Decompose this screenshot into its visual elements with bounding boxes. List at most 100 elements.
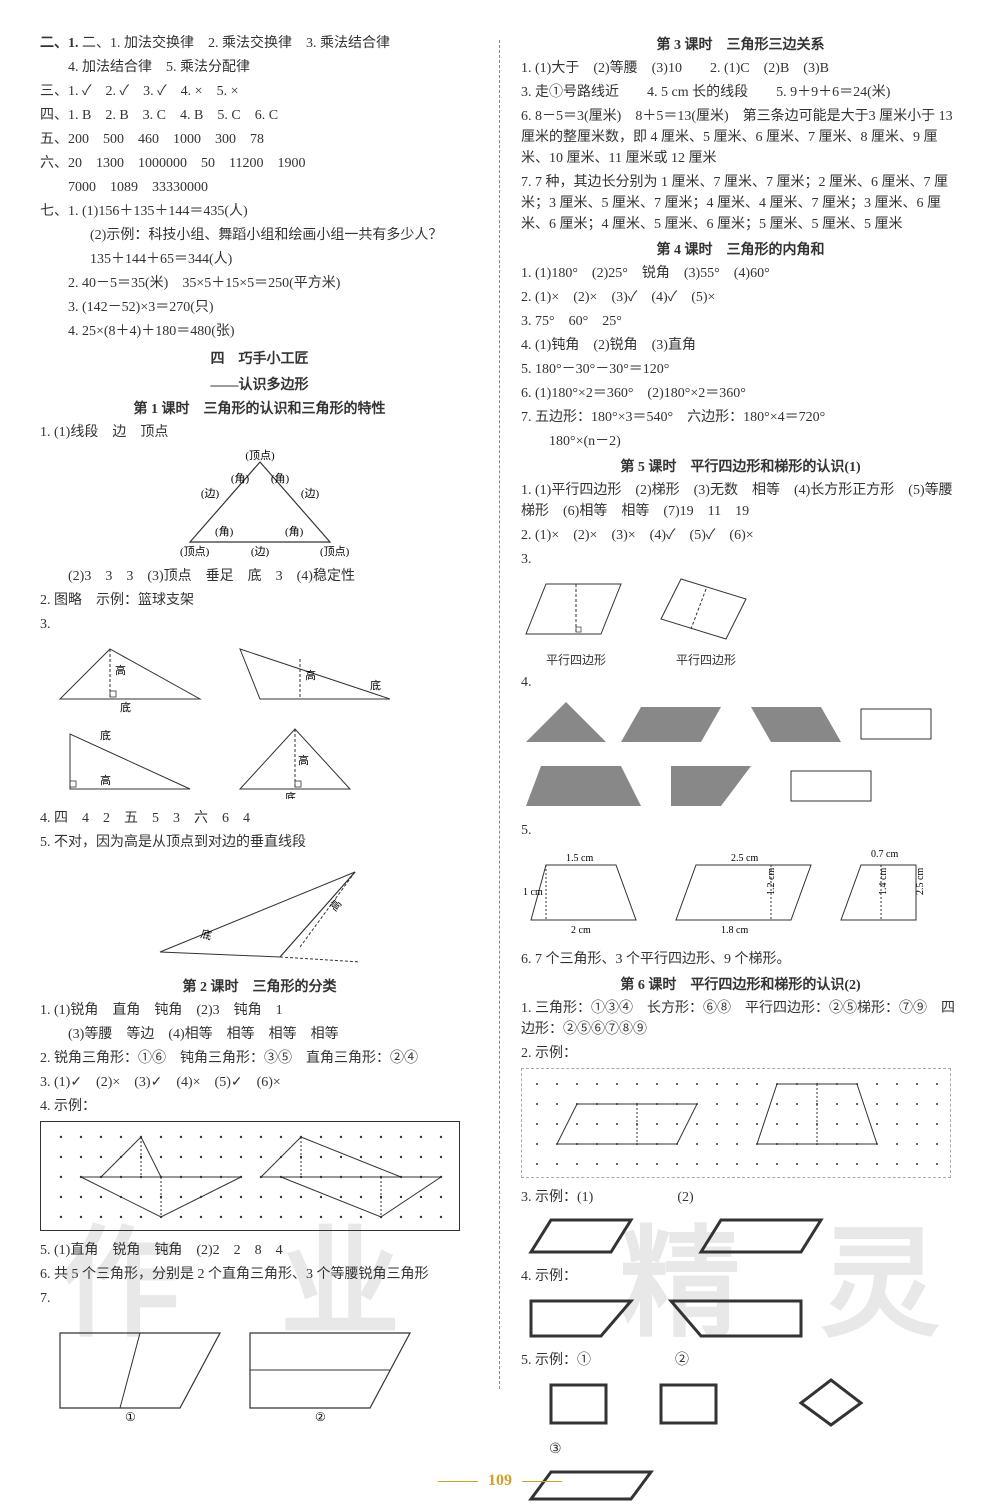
answer-line: (2)示例：科技小组、舞蹈小组和绘画小组一共有多少人？ (40, 225, 479, 246)
column-divider (499, 40, 501, 1389)
svg-text:(角): (角) (285, 525, 304, 538)
answer-line: 7. 7 种，其边长分别为 1 厘米、7 厘米、7 厘米；2 厘米、6 厘米、7… (521, 172, 960, 235)
svg-text:(顶点): (顶点) (320, 545, 350, 557)
answer-line: 5. (1)直角 锐角 钝角 (2)2 2 8 4 (40, 1240, 479, 1261)
lesson-title: 第 3 课时 三角形三边关系 (521, 34, 960, 54)
svg-text:2 cm: 2 cm (571, 925, 591, 936)
svg-text:高: 高 (100, 773, 111, 787)
answer-line: 7. 五边形：180°×3＝540° 六边形：180°×4＝720° (521, 407, 960, 428)
answer-line: 1. (1)大于 (2)等腰 (3)10 2. (1)C (2)B (3)B (521, 58, 960, 79)
answer-line: 3. (40, 614, 479, 635)
svg-text:底: 底 (199, 926, 213, 942)
answer-line: 6. (1)180°×2＝360° (2)180°×2＝360° (521, 383, 960, 404)
svg-text:(顶点): (顶点) (180, 545, 210, 557)
triangle-heights-diagram: 高 底 高 底 高 底 高 底 (40, 639, 479, 804)
shape-label: 平行四边形 (651, 651, 761, 668)
svg-text:(角): (角) (230, 472, 249, 485)
quadrilateral-split-diagram: ① ② (40, 1313, 479, 1428)
answer-line: 180°×(n－2) (521, 431, 960, 452)
lesson-title: 第 2 课时 三角形的分类 (40, 976, 479, 996)
svg-text:高: 高 (326, 897, 344, 914)
dot-grid-shapes (521, 1068, 960, 1183)
answer-line: 4. (1)钝角 (2)锐角 (3)直角 (521, 335, 960, 356)
svg-text:1 cm: 1 cm (523, 887, 543, 898)
outline-shapes-row (521, 1464, 960, 1509)
svg-text:底: 底 (100, 728, 111, 742)
answer-line: 6. 8－5＝3(厘米) 8＋5＝13(厘米) 第三条边可能是大于3 厘米小于 … (521, 106, 960, 169)
answer-line: 3. 75° 60° 25° (521, 311, 960, 332)
answer-line: ③ (521, 1439, 960, 1460)
svg-text:1.2 cm: 1.2 cm (766, 868, 777, 895)
page-container: 二、1. 二、1. 加法交换律 2. 乘法交换律 3. 乘法结合律 4. 加法结… (40, 30, 960, 1450)
answer-line: 2. (1)× (2)× (3)× (4)✓ (5)✓ (6)× (521, 525, 960, 546)
svg-text:(边): (边) (250, 545, 269, 557)
right-column: 第 3 课时 三角形三边关系 1. (1)大于 (2)等腰 (3)10 2. (… (521, 30, 960, 1450)
svg-text:(顶点): (顶点) (245, 449, 275, 462)
answer-line: 4. 25×(8＋4)＋180＝480(张) (40, 321, 479, 342)
answer-line: 1. (1)180° (2)25° 锐角 (3)55° (4)60° (521, 263, 960, 284)
answer-line: 7000 1089 33330000 (40, 177, 479, 198)
svg-text:(边): (边) (300, 487, 319, 500)
svg-text:1.8 cm: 1.8 cm (721, 925, 748, 936)
outline-shapes-row (521, 1291, 960, 1346)
svg-text:高: 高 (305, 668, 316, 682)
answer-line: 4. 四 4 2 五 5 3 六 6 4 (40, 808, 479, 829)
svg-text:1.4 cm: 1.4 cm (878, 868, 889, 895)
svg-text:高: 高 (298, 753, 309, 767)
answer-line: 五、200 500 460 1000 300 78 (40, 129, 479, 150)
text: 二、1. 加法交换律 2. 乘法交换律 3. 乘法结合律 (82, 36, 390, 51)
answer-line: 四、1. B 2. B 3. C 4. B 5. C 6. C (40, 105, 479, 126)
triangle-diagram: (顶点) (边) (边) (角) (角) (角) (角) (顶点) (边) (顶… (40, 447, 479, 562)
answer-line: 5. 不对，因为高是从顶点到对边的垂直线段 (40, 832, 479, 853)
answer-line: 二、1. 二、1. 加法交换律 2. 乘法交换律 3. 乘法结合律 (40, 33, 479, 54)
answer-line: 6. 共 5 个三角形，分别是 2 个直角三角形、3 个等腰锐角三角形 (40, 1264, 479, 1285)
svg-text:高: 高 (115, 663, 126, 677)
answer-line: 4. (521, 672, 960, 693)
dot-grid-diagram (40, 1121, 479, 1236)
answer-line: (3)等腰 等边 (4)相等 相等 相等 相等 (40, 1024, 479, 1045)
svg-text:底: 底 (370, 678, 381, 692)
svg-text:(角): (角) (270, 472, 289, 485)
svg-text:底: 底 (120, 700, 131, 714)
lesson-title: 第 5 课时 平行四边形和梯形的认识(1) (521, 456, 960, 476)
answer-line: 5. 示例：① ② (521, 1350, 960, 1371)
answer-line: 2. 锐角三角形：①⑥ 钝角三角形：③⑤ 直角三角形：②④ (40, 1048, 479, 1069)
svg-text:底: 底 (285, 790, 296, 799)
answer-line: 七、1. (1)156＋135＋144＝435(人) (40, 201, 479, 222)
answer-line: 2. 图略 示例：篮球支架 (40, 590, 479, 611)
page-number: 109 (428, 1472, 572, 1490)
answer-line: 7. (40, 1288, 479, 1309)
svg-text:②: ② (315, 1410, 326, 1423)
gray-shapes-row (521, 756, 960, 816)
oblique-triangle-diagram: 底 高 (40, 857, 479, 972)
svg-text:(角): (角) (215, 525, 234, 538)
answer-line: 3. 示例：(1) (2) (521, 1187, 960, 1208)
answer-line: 2. 示例： (521, 1043, 960, 1064)
answer-line: 1. 三角形：①③④ 长方形：⑥⑧ 平行四边形：②⑤梯形：⑦⑨ 四边形：②⑤⑥⑦… (521, 998, 960, 1040)
answer-line: 4. 示例： (521, 1266, 960, 1287)
answer-line: 5. (521, 820, 960, 841)
outline-shapes-row (521, 1375, 960, 1435)
shape-label: 平行四边形 (521, 651, 631, 668)
dimensioned-shapes: 1.5 cm 1 cm 2 cm 2.5 cm 1.2 cm 1.8 cm 0.… (521, 845, 960, 945)
answer-line: 2. 40－5＝35(米) 35×5＋15×5＝250(平方米) (40, 273, 479, 294)
answer-line: 4. 加法结合律 5. 乘法分配律 (40, 57, 479, 78)
parallelogram-row: 平行四边形 平行四边形 (521, 574, 960, 668)
unit-title: 四 巧手小工匠 (40, 348, 479, 368)
answer-line: 2. (1)× (2)× (3)✓ (4)✓ (5)× (521, 287, 960, 308)
svg-text:①: ① (125, 1410, 136, 1423)
answer-line: 6. 7 个三角形、3 个平行四边形、9 个梯形。 (521, 949, 960, 970)
answer-line: 六、20 1300 1000000 50 11200 1900 (40, 153, 479, 174)
left-column: 二、1. 二、1. 加法交换律 2. 乘法交换律 3. 乘法结合律 4. 加法结… (40, 30, 479, 1450)
lesson-title: 第 4 课时 三角形的内角和 (521, 239, 960, 259)
svg-text:1.5 cm: 1.5 cm (566, 853, 593, 864)
answer-line: 3. (142－52)×3＝270(只) (40, 297, 479, 318)
answer-line: 3. (1)✓ (2)× (3)✓ (4)× (5)✓ (6)× (40, 1072, 479, 1093)
answer-line: 3. 走①号路线近 4. 5 cm 长的线段 5. 9＋9＋6＝24(米) (521, 82, 960, 103)
answer-line: 4. 示例： (40, 1096, 479, 1117)
answer-line: 135＋144＋65＝344(人) (40, 249, 479, 270)
outline-shapes-row (521, 1212, 960, 1262)
answer-line: 三、1. ✓ 2. ✓ 3. ✓ 4. × 5. × (40, 81, 479, 102)
parallelogram-icon (651, 574, 761, 644)
answer-line: 1. (1)锐角 直角 钝角 (2)3 钝角 1 (40, 1000, 479, 1021)
